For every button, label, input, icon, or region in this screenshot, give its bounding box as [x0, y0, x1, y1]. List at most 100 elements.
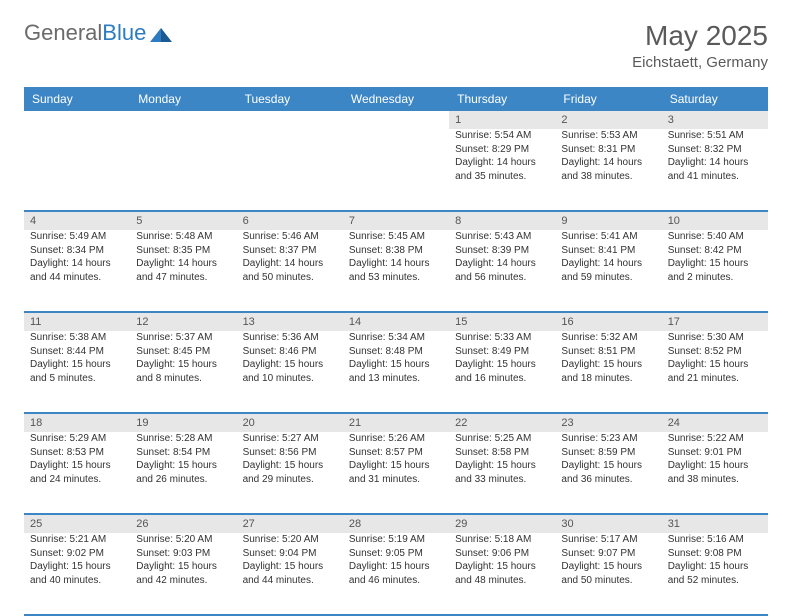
day-cell: Sunrise: 5:36 AMSunset: 8:46 PMDaylight:…: [237, 331, 343, 413]
logo-text-part1: General: [24, 20, 102, 46]
day-number: 21: [343, 413, 449, 432]
cell-sunrise: Sunrise: 5:34 AM: [349, 331, 443, 345]
cell-day1: Daylight: 15 hours: [30, 358, 124, 372]
cell-sunset: Sunset: 8:34 PM: [30, 244, 124, 258]
cell-day1: Daylight: 15 hours: [668, 257, 762, 271]
day-cell: Sunrise: 5:28 AMSunset: 8:54 PMDaylight:…: [130, 432, 236, 514]
cell-day2: and 16 minutes.: [455, 372, 549, 386]
cell-sunset: Sunset: 9:01 PM: [668, 446, 762, 460]
cell-day2: and 48 minutes.: [455, 574, 549, 588]
content-row: Sunrise: 5:54 AMSunset: 8:29 PMDaylight:…: [24, 129, 768, 211]
cell-day2: and 59 minutes.: [561, 271, 655, 285]
day-number: 20: [237, 413, 343, 432]
day-number: 17: [662, 312, 768, 331]
col-tuesday: Tuesday: [237, 87, 343, 111]
day-cell: Sunrise: 5:29 AMSunset: 8:53 PMDaylight:…: [24, 432, 130, 514]
cell-day1: Daylight: 14 hours: [668, 156, 762, 170]
logo-mark-icon: [150, 24, 172, 42]
cell-sunrise: Sunrise: 5:25 AM: [455, 432, 549, 446]
cell-day2: and 41 minutes.: [668, 170, 762, 184]
cell-sunset: Sunset: 8:32 PM: [668, 143, 762, 157]
day-cell: [343, 129, 449, 211]
cell-sunset: Sunset: 8:56 PM: [243, 446, 337, 460]
cell-sunset: Sunset: 9:06 PM: [455, 547, 549, 561]
day-number: 14: [343, 312, 449, 331]
day-number: 28: [343, 514, 449, 533]
day-cell: Sunrise: 5:26 AMSunset: 8:57 PMDaylight:…: [343, 432, 449, 514]
day-number: 25: [24, 514, 130, 533]
cell-sunrise: Sunrise: 5:29 AM: [30, 432, 124, 446]
day-number: [237, 111, 343, 129]
cell-sunset: Sunset: 8:45 PM: [136, 345, 230, 359]
day-cell: Sunrise: 5:46 AMSunset: 8:37 PMDaylight:…: [237, 230, 343, 312]
day-number: 7: [343, 211, 449, 230]
cell-day1: Daylight: 15 hours: [243, 358, 337, 372]
weekday-header-row: Sunday Monday Tuesday Wednesday Thursday…: [24, 87, 768, 111]
cell-sunset: Sunset: 8:44 PM: [30, 345, 124, 359]
logo: GeneralBlue: [24, 20, 172, 46]
day-cell: Sunrise: 5:20 AMSunset: 9:04 PMDaylight:…: [237, 533, 343, 615]
cell-sunset: Sunset: 8:49 PM: [455, 345, 549, 359]
day-number: 23: [555, 413, 661, 432]
cell-day1: Daylight: 14 hours: [30, 257, 124, 271]
cell-sunrise: Sunrise: 5:49 AM: [30, 230, 124, 244]
cell-sunrise: Sunrise: 5:53 AM: [561, 129, 655, 143]
cell-day2: and 42 minutes.: [136, 574, 230, 588]
cell-day1: Daylight: 15 hours: [455, 358, 549, 372]
cell-day2: and 24 minutes.: [30, 473, 124, 487]
content-row: Sunrise: 5:21 AMSunset: 9:02 PMDaylight:…: [24, 533, 768, 615]
cell-sunrise: Sunrise: 5:51 AM: [668, 129, 762, 143]
day-cell: Sunrise: 5:48 AMSunset: 8:35 PMDaylight:…: [130, 230, 236, 312]
day-number: 15: [449, 312, 555, 331]
day-number: 6: [237, 211, 343, 230]
daynum-row: 25262728293031: [24, 514, 768, 533]
cell-sunset: Sunset: 8:39 PM: [455, 244, 549, 258]
cell-day1: Daylight: 15 hours: [243, 560, 337, 574]
col-friday: Friday: [555, 87, 661, 111]
cell-day2: and 46 minutes.: [349, 574, 443, 588]
day-cell: Sunrise: 5:25 AMSunset: 8:58 PMDaylight:…: [449, 432, 555, 514]
day-number: 12: [130, 312, 236, 331]
cell-sunset: Sunset: 9:07 PM: [561, 547, 655, 561]
day-cell: Sunrise: 5:23 AMSunset: 8:59 PMDaylight:…: [555, 432, 661, 514]
content-row: Sunrise: 5:38 AMSunset: 8:44 PMDaylight:…: [24, 331, 768, 413]
day-number: [24, 111, 130, 129]
cell-sunrise: Sunrise: 5:33 AM: [455, 331, 549, 345]
cell-day2: and 21 minutes.: [668, 372, 762, 386]
day-cell: [24, 129, 130, 211]
day-number: 13: [237, 312, 343, 331]
cell-day2: and 38 minutes.: [561, 170, 655, 184]
day-number: 4: [24, 211, 130, 230]
cell-sunrise: Sunrise: 5:28 AM: [136, 432, 230, 446]
cell-sunrise: Sunrise: 5:30 AM: [668, 331, 762, 345]
cell-sunset: Sunset: 9:02 PM: [30, 547, 124, 561]
cell-day1: Daylight: 14 hours: [136, 257, 230, 271]
cell-day2: and 29 minutes.: [243, 473, 337, 487]
location-label: Eichstaett, Germany: [632, 54, 768, 71]
col-sunday: Sunday: [24, 87, 130, 111]
col-monday: Monday: [130, 87, 236, 111]
day-number: [130, 111, 236, 129]
daynum-row: 18192021222324: [24, 413, 768, 432]
day-cell: Sunrise: 5:34 AMSunset: 8:48 PMDaylight:…: [343, 331, 449, 413]
cell-day1: Daylight: 14 hours: [243, 257, 337, 271]
cell-sunset: Sunset: 9:08 PM: [668, 547, 762, 561]
cell-sunrise: Sunrise: 5:37 AM: [136, 331, 230, 345]
cell-day1: Daylight: 15 hours: [349, 358, 443, 372]
logo-text-part2: Blue: [102, 20, 146, 46]
day-cell: Sunrise: 5:51 AMSunset: 8:32 PMDaylight:…: [662, 129, 768, 211]
day-number: 5: [130, 211, 236, 230]
cell-day2: and 52 minutes.: [668, 574, 762, 588]
cell-sunset: Sunset: 8:31 PM: [561, 143, 655, 157]
daynum-row: 11121314151617: [24, 312, 768, 331]
day-number: 16: [555, 312, 661, 331]
cell-sunset: Sunset: 8:54 PM: [136, 446, 230, 460]
cell-day1: Daylight: 15 hours: [349, 560, 443, 574]
cell-sunset: Sunset: 9:04 PM: [243, 547, 337, 561]
header: GeneralBlue May 2025 Eichstaett, Germany: [0, 0, 792, 79]
cell-sunrise: Sunrise: 5:16 AM: [668, 533, 762, 547]
day-cell: [237, 129, 343, 211]
cell-day1: Daylight: 14 hours: [455, 257, 549, 271]
cell-day2: and 10 minutes.: [243, 372, 337, 386]
cell-day2: and 44 minutes.: [30, 271, 124, 285]
